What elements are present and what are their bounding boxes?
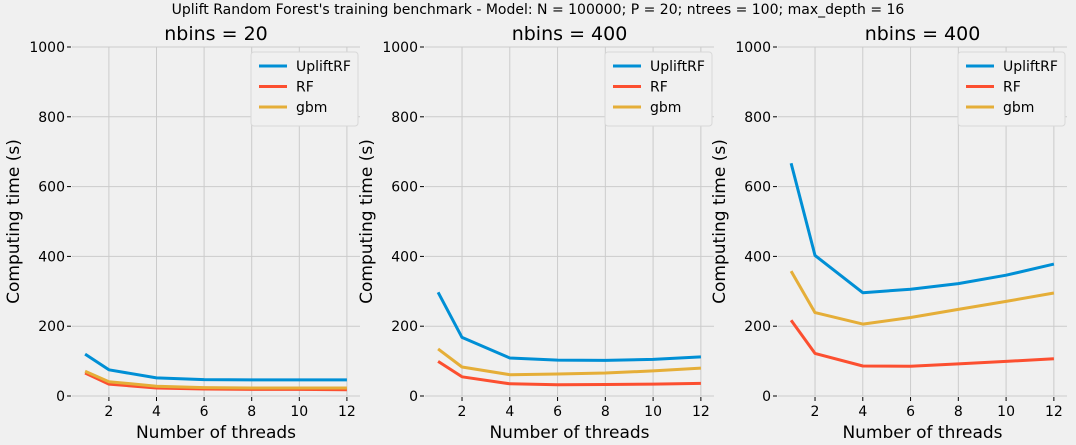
legend-label: RF	[650, 80, 668, 96]
chart-title: nbins = 400	[512, 23, 628, 45]
legend: UpliftRF RF gbm	[957, 51, 1066, 127]
series-line-rf	[437, 360, 701, 387]
legend-label: gbm	[1003, 100, 1034, 116]
series-line-upliftrf	[436, 291, 701, 362]
y-tick-label: 600	[391, 180, 418, 196]
legend-label: UpliftRF	[1003, 59, 1058, 75]
x-tick-label: 10	[997, 404, 1015, 420]
x-tick-label: 2	[104, 404, 113, 420]
x-axis-label: Number of threads	[489, 423, 649, 443]
series-line-rf	[789, 319, 1054, 368]
legend: UpliftRF RF gbm	[604, 51, 713, 127]
y-tick-label: 0	[762, 389, 771, 405]
legend-label: RF	[296, 80, 314, 96]
x-tick-label: 10	[290, 404, 308, 420]
y-tick-label: 0	[409, 389, 418, 405]
y-tick-label: 200	[38, 319, 65, 335]
y-tick-label: 800	[38, 110, 65, 126]
x-tick-label: 6	[906, 404, 915, 420]
series-line-gbm	[789, 270, 1055, 326]
series-line-gbm	[437, 347, 701, 377]
y-tick-label: 200	[744, 319, 771, 335]
legend-label: RF	[1003, 80, 1021, 96]
x-tick-label: 10	[644, 404, 662, 420]
x-tick-label: 8	[247, 404, 256, 420]
x-tick-label: 6	[200, 404, 209, 420]
y-tick-label: 600	[744, 180, 771, 196]
series-line-upliftrf	[789, 162, 1055, 295]
x-tick-label: 8	[954, 404, 963, 420]
y-tick-label: 600	[38, 180, 65, 196]
legend-label: UpliftRF	[296, 59, 351, 75]
x-tick-label: 12	[692, 404, 710, 420]
chart-panel-2: 0 200 400 600 800 1000 2 4 6 8 10 12 nbins = 400 Numb…	[357, 23, 714, 443]
x-tick-label: 12	[338, 404, 356, 420]
x-tick-label: 6	[553, 404, 562, 420]
series-line-upliftrf	[84, 352, 347, 382]
y-tick-label: 1000	[735, 40, 771, 56]
chart-title: nbins = 400	[865, 23, 981, 45]
x-tick-label: 4	[858, 404, 867, 420]
y-tick-label: 800	[744, 110, 771, 126]
y-tick-label: 400	[391, 249, 418, 265]
chart-panel-3: 0 200 400 600 800 1000 2 4 6 8 10 12 nbins = 400 Numb…	[710, 23, 1067, 443]
x-tick-label: 4	[152, 404, 161, 420]
x-tick-label: 2	[811, 404, 820, 420]
y-tick-label: 200	[391, 319, 418, 335]
y-tick-label: 400	[38, 249, 65, 265]
x-tick-label: 8	[601, 404, 610, 420]
y-tick-label: 1000	[382, 40, 418, 56]
y-tick-label: 1000	[29, 40, 65, 56]
legend-label: UpliftRF	[650, 59, 705, 75]
chart-panel-1: 0 200 400 600 800 1000 2 4 6 8 10 12 nbins = 20 Numbe…	[4, 23, 360, 443]
legend: UpliftRF RF gbm	[250, 51, 359, 127]
x-tick-label: 2	[458, 404, 467, 420]
series-line-gbm	[84, 369, 347, 390]
y-tick-label: 0	[56, 389, 65, 405]
y-axis-label: Computing time (s)	[4, 139, 24, 304]
figure-suptitle: Uplift Random Forest's training benchmar…	[171, 2, 905, 18]
y-tick-label: 800	[391, 110, 418, 126]
chart-title: nbins = 20	[164, 23, 268, 45]
x-axis-label: Number of threads	[842, 423, 1002, 443]
y-axis-label: Computing time (s)	[710, 139, 730, 304]
legend-label: gbm	[296, 100, 327, 116]
x-tick-label: 4	[505, 404, 514, 420]
legend-label: gbm	[650, 100, 681, 116]
x-axis-label: Number of threads	[136, 423, 296, 443]
y-axis-label: Computing time (s)	[357, 139, 377, 304]
x-tick-label: 12	[1045, 404, 1063, 420]
y-tick-label: 400	[744, 249, 771, 265]
